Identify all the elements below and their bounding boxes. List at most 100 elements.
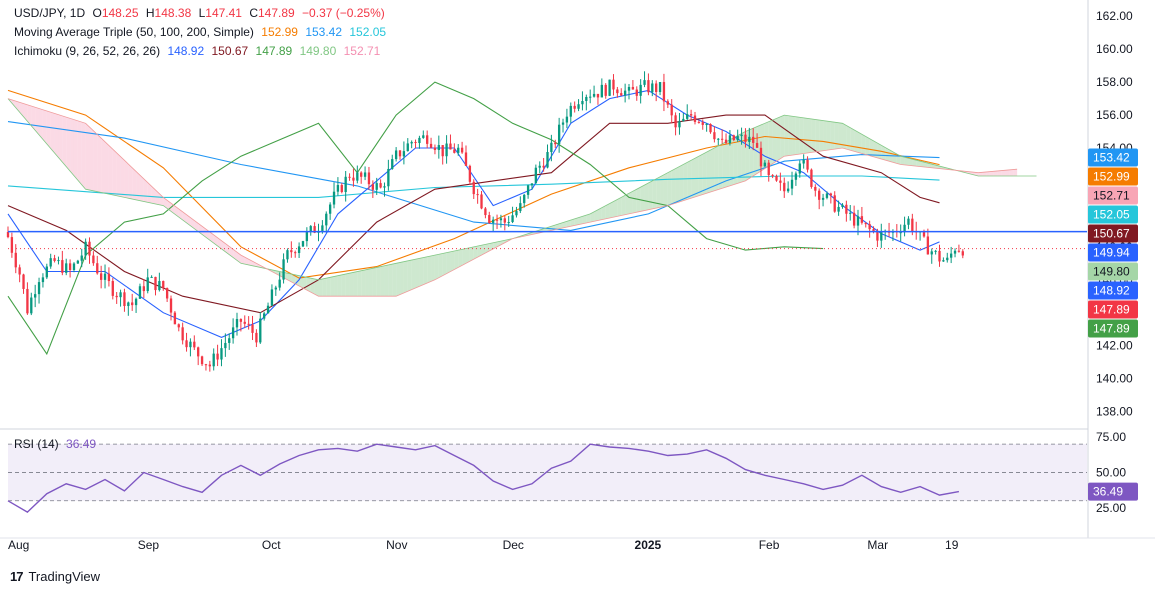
candle-body	[961, 251, 964, 256]
ma50-line	[7, 89, 940, 279]
tradingview-logo[interactable]: 17 TradingView	[10, 569, 100, 584]
candle-body	[437, 145, 440, 150]
ichimoku-cloud-segment	[62, 115, 67, 167]
ichimoku-cloud-segment	[93, 130, 98, 192]
ichimoku-cloud-segment	[240, 255, 245, 265]
ichimoku-cloud-segment	[35, 107, 40, 135]
ichimoku-cloud-segment	[116, 152, 121, 197]
candle-body	[643, 80, 646, 85]
candle-body	[445, 143, 448, 157]
candle-body	[790, 179, 794, 189]
ichimoku-cloud-segment	[710, 148, 715, 193]
ichimoku-cloud-segment	[555, 223, 560, 230]
ichimoku-cloud-segment	[578, 216, 583, 225]
ma-label: Moving Average Triple (50, 100, 200, Sim…	[14, 25, 254, 39]
candle-body	[534, 167, 538, 184]
candle-body	[775, 175, 778, 181]
candle-body	[488, 215, 491, 223]
candle-body	[523, 194, 526, 204]
candle-body	[197, 347, 200, 357]
ichimoku-cloud-segment	[632, 189, 637, 214]
tradingview-logo-icon: 17	[10, 569, 24, 584]
candle-body	[472, 181, 475, 195]
candle-body	[806, 159, 809, 170]
ichimoku-cloud-segment	[799, 117, 804, 155]
candle-body	[503, 218, 506, 223]
candle-body	[620, 93, 623, 96]
ichimoku-cloud-segment	[586, 213, 591, 223]
candle-body	[565, 116, 569, 123]
candle-body	[573, 105, 576, 109]
candle-body	[14, 252, 17, 268]
candle-body	[480, 194, 483, 209]
ichimoku-cloud-segment	[132, 167, 137, 200]
ichimoku-cloud-segment	[605, 203, 610, 219]
candle-body	[557, 124, 561, 145]
ichimoku-cloud-segment	[811, 118, 816, 153]
rsi-y-tick-label: 25.00	[1096, 501, 1126, 515]
candle-body	[107, 273, 111, 282]
ichimoku-cloud-segment	[376, 266, 381, 297]
candle-body	[852, 212, 856, 226]
candle-body	[212, 353, 215, 367]
ichimoku-cloud-segment	[660, 174, 664, 208]
price-label-value: 147.89	[1093, 303, 1130, 317]
candle-body	[511, 215, 514, 223]
candle-body	[332, 191, 336, 205]
ichimoku-cloud-segment	[776, 116, 781, 162]
ichimoku-cloud-segment	[594, 209, 598, 222]
candle-body	[57, 260, 60, 262]
candle-body	[949, 253, 953, 258]
candle-body	[224, 342, 227, 349]
ichimoku-cloud-segment	[337, 274, 342, 297]
x-tick-label: Aug	[8, 538, 29, 552]
conversion-line	[7, 89, 940, 338]
price-pane	[8, 2, 1087, 428]
ichimoku-cloud-segment	[229, 246, 234, 258]
ichimoku-cloud-segment	[923, 162, 928, 168]
candle-body	[336, 185, 340, 192]
candle-body	[550, 142, 553, 153]
candle-body	[592, 93, 596, 97]
candle-body	[767, 162, 770, 176]
candle-body	[402, 151, 406, 157]
ichimoku-cloud-segment	[997, 170, 1002, 176]
price-label-value: 149.80	[1093, 265, 1130, 279]
candle-body	[460, 147, 464, 153]
ichimoku-cloud-segment	[625, 193, 630, 215]
candle-body	[833, 195, 836, 212]
price-label-tag	[1088, 224, 1138, 243]
candle-body	[491, 219, 495, 223]
ichimoku-cloud-segment	[469, 246, 474, 262]
candle-body	[301, 241, 305, 247]
ichimoku-cloud-segment	[318, 278, 323, 297]
ichimoku-cloud-segment	[368, 268, 373, 297]
candle-body	[34, 294, 37, 298]
rsi-y-tick-label: 50.00	[1096, 465, 1126, 479]
ichimoku-cloud-segment	[77, 120, 82, 185]
candle-body	[697, 121, 701, 123]
candle-body	[193, 341, 196, 348]
candle-body	[802, 159, 805, 164]
price-label-tag	[1088, 167, 1138, 186]
ichimoku-cloud-segment	[427, 255, 432, 284]
ichimoku-cloud-segment	[209, 232, 214, 244]
rsi-legend: RSI (14) 36.49	[14, 437, 100, 451]
x-tick-label: Dec	[503, 538, 524, 552]
ichimoku-cloud-segment	[885, 147, 890, 162]
candle-body	[740, 134, 743, 137]
ichimoku-cloud-segment	[380, 265, 385, 297]
base-line	[7, 114, 940, 314]
candle-body	[360, 172, 363, 177]
ichimoku-cloud-segment	[349, 272, 354, 297]
ichimoku-cloud-segment	[652, 178, 657, 209]
candle-body	[18, 267, 21, 275]
price-label-value: 152.99	[1093, 170, 1130, 184]
ichimoku-cloud-segment	[31, 106, 36, 131]
candle-body	[554, 142, 557, 145]
candle-body	[344, 176, 347, 193]
candle-body	[946, 257, 949, 261]
tradingview-brand: TradingView	[28, 569, 101, 584]
ichimoku-cloud-segment	[473, 246, 478, 260]
candle-body	[367, 172, 371, 185]
